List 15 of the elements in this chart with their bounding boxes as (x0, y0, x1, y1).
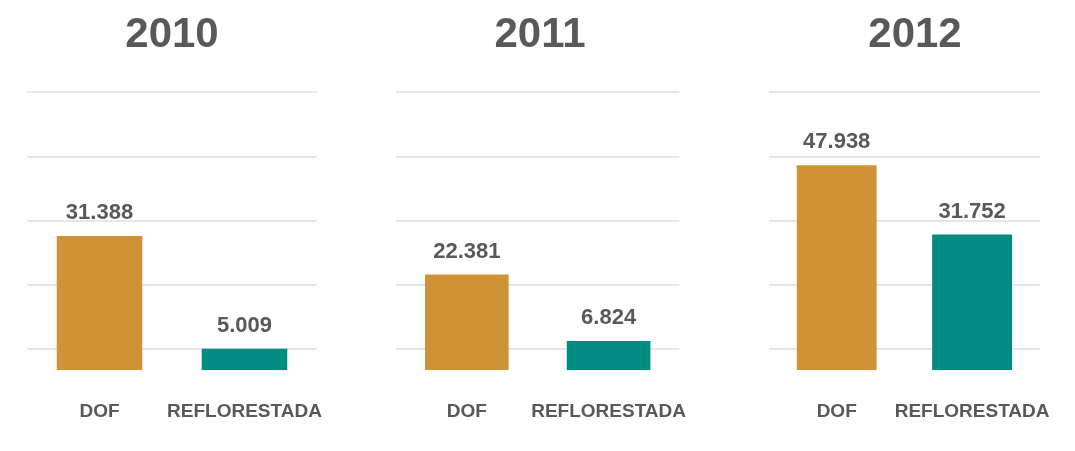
data-label: 31.752 (938, 197, 1006, 223)
x-tick-label: DOF (79, 399, 120, 421)
data-label: 47.938 (803, 128, 871, 154)
data-label: 6.824 (581, 304, 637, 330)
x-tick-label: DOF (816, 399, 857, 421)
chart-title: 2011 (494, 8, 586, 56)
x-tick-label: REFLORESTADA (531, 399, 687, 421)
x-tick-label: REFLORESTADA (167, 399, 323, 421)
x-tick-label: REFLORESTADA (894, 399, 1050, 421)
data-label: 5.009 (216, 311, 273, 337)
data-label: 22.381 (433, 237, 501, 263)
x-tick-label: DOF (446, 399, 487, 421)
chart-title: 2010 (125, 8, 219, 56)
data-label: 31.388 (65, 199, 134, 225)
chart-title: 2012 (868, 8, 962, 56)
